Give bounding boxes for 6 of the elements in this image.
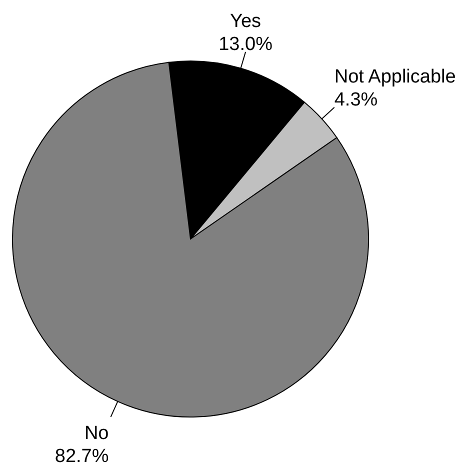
slice-label: Yes (230, 10, 262, 32)
slice-label: Not Applicable (334, 66, 456, 88)
data-label: 13.0% (218, 34, 273, 55)
slice-label: No (84, 422, 109, 444)
data-label: 4.3% (334, 89, 378, 110)
data-label: 82.7% (54, 446, 109, 467)
